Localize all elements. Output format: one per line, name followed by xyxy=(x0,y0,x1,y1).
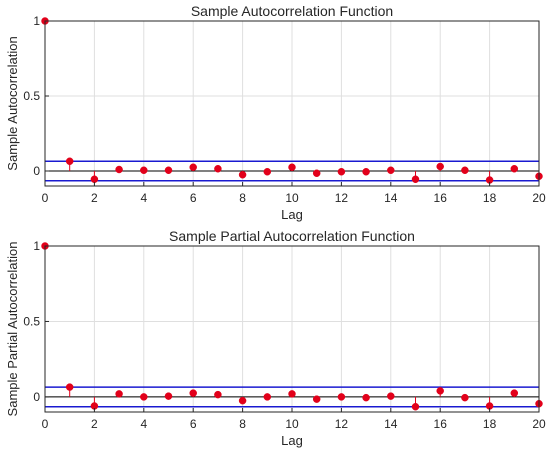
acf-marker xyxy=(411,175,420,183)
pacf-axes: 0 2 4 6 8 10 12 14 16 18 20 0 0.5 1 Sample Partial Aut… xyxy=(5,228,546,448)
pacf-x-tick-label: 6 xyxy=(190,417,197,431)
acf-marker xyxy=(238,171,247,179)
pacf-y-tick-label: 0 xyxy=(33,390,40,404)
pacf-marker xyxy=(189,389,197,397)
pacf-marker xyxy=(312,395,321,403)
pacf-title: Sample Partial Autocorrelation Function xyxy=(169,228,415,244)
acf-x-tick-label: 0 xyxy=(42,191,49,205)
pacf-x-tick-label: 16 xyxy=(434,417,448,431)
pacf-marker xyxy=(337,393,346,401)
pacf-marker xyxy=(238,396,247,405)
acf-y-label: Sample Autocorrelation xyxy=(5,36,20,170)
acf-marker xyxy=(140,166,148,174)
acf-marker xyxy=(288,163,296,171)
acf-marker xyxy=(362,168,370,176)
acf-x-tick-label: 18 xyxy=(483,191,497,205)
pacf-marker xyxy=(362,393,370,402)
pacf-marker xyxy=(140,393,148,401)
acf-x-tick-label: 20 xyxy=(532,191,546,205)
acf-y-tick-label: 1 xyxy=(33,14,40,28)
acf-marker xyxy=(461,166,469,174)
acf-marker xyxy=(115,165,123,174)
acf-x-tick-label: 8 xyxy=(239,191,246,205)
pacf-marker xyxy=(411,402,420,411)
acf-y-tick-label: 0 xyxy=(33,164,40,178)
acf-axes: 0 2 4 6 8 10 12 14 16 18 20 0 0.5 1 Sample Autocorrela… xyxy=(5,3,546,222)
acf-marker xyxy=(337,168,346,176)
pacf-y-label: Sample Partial Autocorrelation xyxy=(5,242,20,417)
acf-x-tick-label: 10 xyxy=(285,191,299,205)
acf-marker xyxy=(90,175,99,183)
pacf-marker xyxy=(214,390,222,399)
pacf-x-tick-label: 0 xyxy=(42,417,49,431)
acf-marker xyxy=(263,168,272,176)
acf-x-label: Lag xyxy=(281,207,303,222)
acf-marker xyxy=(164,166,173,174)
pacf-marker xyxy=(461,393,469,402)
pacf-marker xyxy=(115,390,123,398)
pacf-marker xyxy=(510,389,519,397)
pacf-marker xyxy=(263,393,272,401)
acf-title: Sample Autocorrelation Function xyxy=(191,3,393,19)
acf-marker xyxy=(189,163,197,171)
acf-x-tick-label: 2 xyxy=(91,191,98,205)
pacf-marker xyxy=(436,387,444,395)
acf-marker xyxy=(312,169,321,177)
acf-x-tick-label: 6 xyxy=(190,191,197,205)
pacf-marker xyxy=(65,383,74,391)
pacf-y-tick-label: 0.5 xyxy=(23,314,40,328)
pacf-x-tick-label: 14 xyxy=(384,417,398,431)
acf-x-tick-label: 12 xyxy=(335,191,349,205)
acf-marker xyxy=(510,165,519,173)
pacf-x-label: Lag xyxy=(281,433,303,448)
pacf-x-tick-label: 8 xyxy=(239,417,246,431)
pacf-x-tick-label: 18 xyxy=(483,417,497,431)
pacf-x-tick-label: 20 xyxy=(532,417,546,431)
pacf-x-tick-label: 2 xyxy=(91,417,98,431)
acf-marker xyxy=(214,165,222,173)
acf-marker xyxy=(65,157,74,165)
pacf-x-tick-label: 10 xyxy=(285,417,299,431)
acf-marker xyxy=(387,166,395,174)
pacf-marker xyxy=(387,392,395,400)
pacf-y-tick-label: 1 xyxy=(33,239,40,253)
acf-x-tick-label: 14 xyxy=(384,191,398,205)
acf-x-tick-label: 4 xyxy=(140,191,147,205)
pacf-x-tick-label: 12 xyxy=(335,417,349,431)
pacf-marker xyxy=(288,390,296,398)
acf-y-tick-label: 0.5 xyxy=(23,89,40,103)
acf-x-tick-label: 16 xyxy=(434,191,448,205)
acf-marker xyxy=(436,162,444,171)
pacf-x-tick-label: 4 xyxy=(140,417,147,431)
pacf-marker xyxy=(164,392,173,400)
